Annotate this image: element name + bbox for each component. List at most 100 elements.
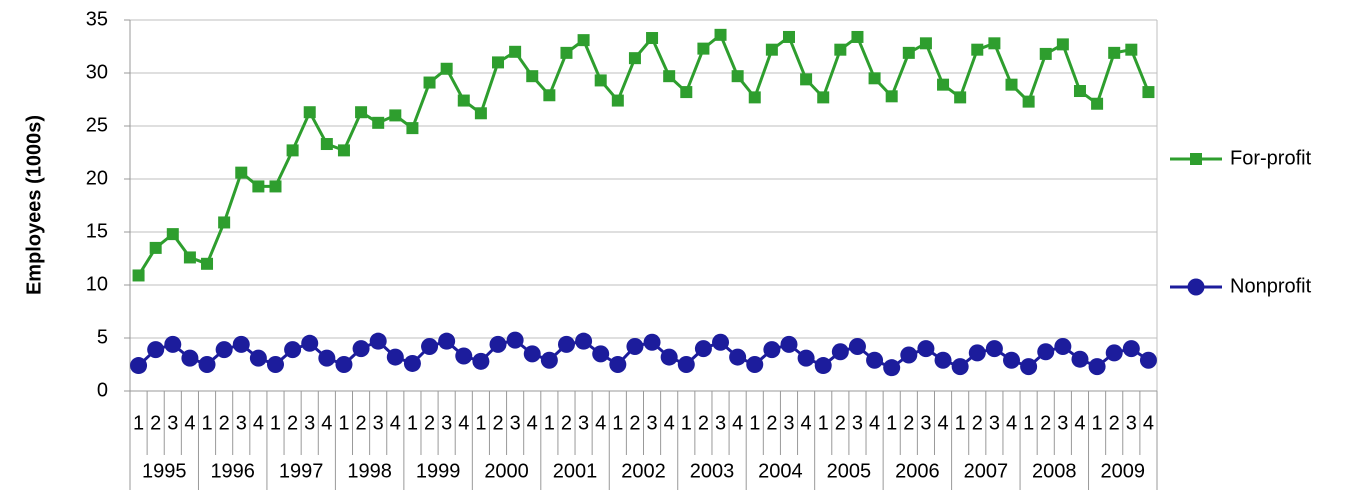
marker: [868, 72, 881, 85]
x-tick-label: 3: [852, 412, 863, 434]
x-group-label: 2006: [895, 460, 940, 482]
marker: [1125, 43, 1138, 56]
marker: [646, 32, 659, 45]
x-tick-label: 1: [955, 412, 966, 434]
marker: [457, 94, 470, 107]
marker: [817, 91, 830, 104]
marker: [577, 34, 590, 47]
x-tick-label: 3: [304, 412, 315, 434]
marker: [731, 70, 744, 83]
x-tick-label: 3: [1057, 412, 1068, 434]
x-tick-label: 2: [356, 412, 367, 434]
marker: [902, 46, 915, 59]
x-tick-label: 3: [715, 412, 726, 434]
x-tick-label: 4: [1143, 412, 1154, 434]
marker: [1073, 85, 1086, 98]
marker: [831, 343, 849, 361]
marker: [335, 356, 353, 373]
x-tick-label: 2: [1040, 412, 1051, 434]
x-group-label: 2001: [553, 460, 598, 482]
x-tick-label: 3: [510, 412, 521, 434]
marker: [934, 351, 952, 369]
marker: [885, 90, 898, 103]
marker: [954, 91, 967, 104]
x-tick-label: 1: [201, 412, 212, 434]
x-group-label: 1999: [416, 460, 461, 482]
marker: [506, 331, 524, 349]
marker: [423, 76, 436, 89]
marker: [834, 43, 847, 56]
marker: [797, 349, 815, 367]
y-tick-label: 25: [86, 114, 108, 136]
x-tick-label: 3: [920, 412, 931, 434]
marker: [438, 332, 456, 350]
marker: [643, 333, 661, 351]
x-tick-label: 4: [321, 412, 332, 434]
x-tick-label: 3: [167, 412, 178, 434]
marker: [917, 340, 935, 358]
y-tick-label: 30: [86, 61, 108, 83]
x-tick-label: 4: [184, 412, 195, 434]
marker: [183, 251, 196, 264]
marker: [763, 341, 781, 359]
x-tick-label: 3: [783, 412, 794, 434]
marker: [218, 216, 231, 229]
x-tick-label: 3: [373, 412, 384, 434]
marker: [782, 30, 795, 43]
y-tick-label: 15: [86, 220, 108, 242]
x-tick-label: 2: [219, 412, 230, 434]
x-tick-label: 4: [937, 412, 948, 434]
marker: [181, 349, 199, 367]
marker: [677, 356, 695, 373]
marker: [714, 28, 727, 41]
marker: [421, 337, 439, 355]
marker: [1022, 95, 1035, 108]
x-tick-label: 4: [1074, 412, 1085, 434]
marker: [748, 91, 761, 104]
x-group-label: 1998: [347, 460, 392, 482]
x-group-label: 2004: [758, 460, 803, 482]
marker: [1187, 278, 1205, 296]
marker: [1037, 343, 1055, 361]
y-tick-label: 10: [86, 273, 108, 295]
marker: [509, 45, 522, 58]
x-tick-label: 4: [732, 412, 743, 434]
marker: [594, 74, 607, 87]
marker: [697, 42, 710, 55]
y-tick-label: 20: [86, 167, 108, 189]
marker: [1003, 351, 1021, 369]
marker: [301, 334, 319, 352]
x-group-label: 1997: [279, 460, 324, 482]
marker: [252, 180, 265, 193]
marker: [1020, 358, 1038, 376]
x-tick-label: 4: [390, 412, 401, 434]
marker: [1190, 153, 1202, 165]
marker: [1108, 46, 1121, 59]
marker: [1091, 97, 1104, 110]
marker: [814, 357, 832, 375]
x-tick-label: 2: [1109, 412, 1120, 434]
marker: [1071, 350, 1089, 368]
x-tick-label: 2: [424, 412, 435, 434]
marker: [557, 335, 575, 353]
x-tick-label: 3: [1126, 412, 1137, 434]
marker: [660, 348, 678, 366]
marker: [712, 333, 730, 351]
marker: [1142, 86, 1155, 99]
marker: [971, 43, 984, 56]
marker: [628, 52, 641, 65]
x-tick-label: 4: [595, 412, 606, 434]
marker: [985, 340, 1003, 358]
marker: [149, 241, 162, 254]
marker: [780, 335, 798, 353]
x-tick-label: 1: [475, 412, 486, 434]
x-tick-label: 2: [972, 412, 983, 434]
marker: [355, 106, 368, 119]
marker: [132, 269, 145, 282]
x-group-label: 1995: [142, 460, 187, 482]
marker: [369, 332, 387, 350]
marker: [851, 30, 864, 43]
marker: [1056, 38, 1069, 51]
marker: [523, 345, 541, 363]
